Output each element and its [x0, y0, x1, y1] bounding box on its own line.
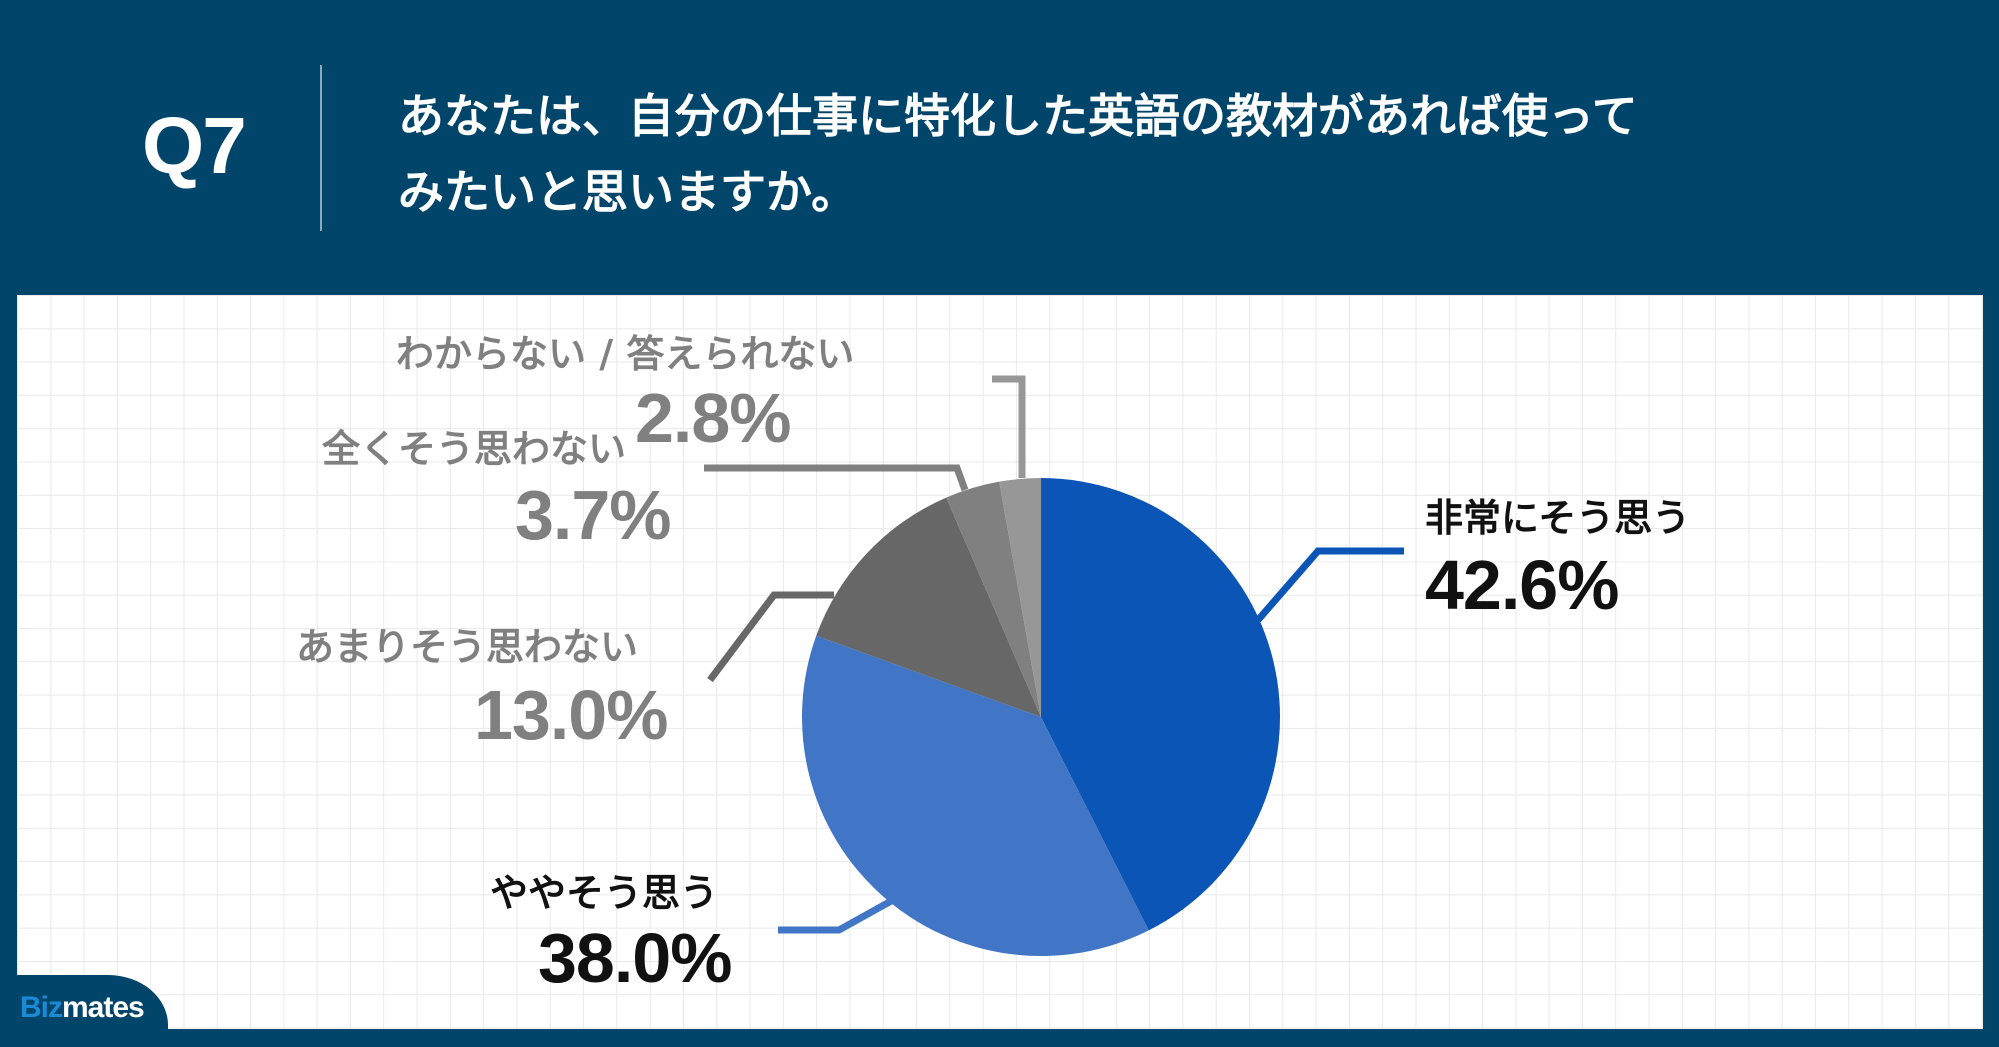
label-somewhat-disagree-value: 13.0%	[474, 676, 668, 754]
slice-strongly-disagree	[946, 481, 1041, 717]
slice-dont-know	[999, 478, 1041, 717]
question-number: Q7	[142, 101, 247, 190]
question-line-1: あなたは、自分の仕事に特化した英語の教材があれば使って	[398, 89, 1638, 143]
question-line-2: みたいと思いますか。	[398, 165, 858, 219]
slice-somewhat-agree	[802, 635, 1149, 956]
bizmates-logo: Bizmates	[0, 975, 168, 1047]
leader-dont-know	[992, 375, 1026, 478]
header-divider	[320, 65, 322, 231]
label-dont-know-category: わからない / 答えられない	[396, 332, 855, 376]
label-somewhat-agree-category: ややそう思う	[490, 871, 719, 915]
leader-somewhat-agree	[778, 896, 895, 934]
label-strongly-agree-category: 非常にそう思う	[1425, 496, 1691, 540]
logo-mates: mates	[62, 991, 145, 1024]
leader-strongly-disagree	[704, 464, 969, 492]
label-strongly-disagree-category: 全くそう思わない	[322, 427, 627, 471]
header: Q7 あなたは、自分の仕事に特化した英語の教材があれば使って みたいと思いますか…	[0, 0, 1999, 295]
slice-strongly-agree	[1041, 478, 1280, 931]
label-dont-know-value: 2.8%	[635, 379, 792, 457]
slice-somewhat-disagree	[816, 497, 1041, 717]
leader-somewhat-disagree	[707, 591, 834, 683]
label-strongly-disagree-value: 3.7%	[515, 476, 672, 554]
label-somewhat-disagree-category: あまりそう思わない	[296, 625, 639, 669]
logo-biz: Biz	[20, 991, 63, 1024]
question-title: あなたは、自分の仕事に特化した英語の教材があれば使って みたいと思いますか。	[398, 78, 1798, 230]
leader-strongly-agree	[1255, 547, 1404, 623]
label-strongly-agree-value: 42.6%	[1425, 546, 1619, 624]
label-somewhat-agree-value: 38.0%	[538, 919, 732, 997]
